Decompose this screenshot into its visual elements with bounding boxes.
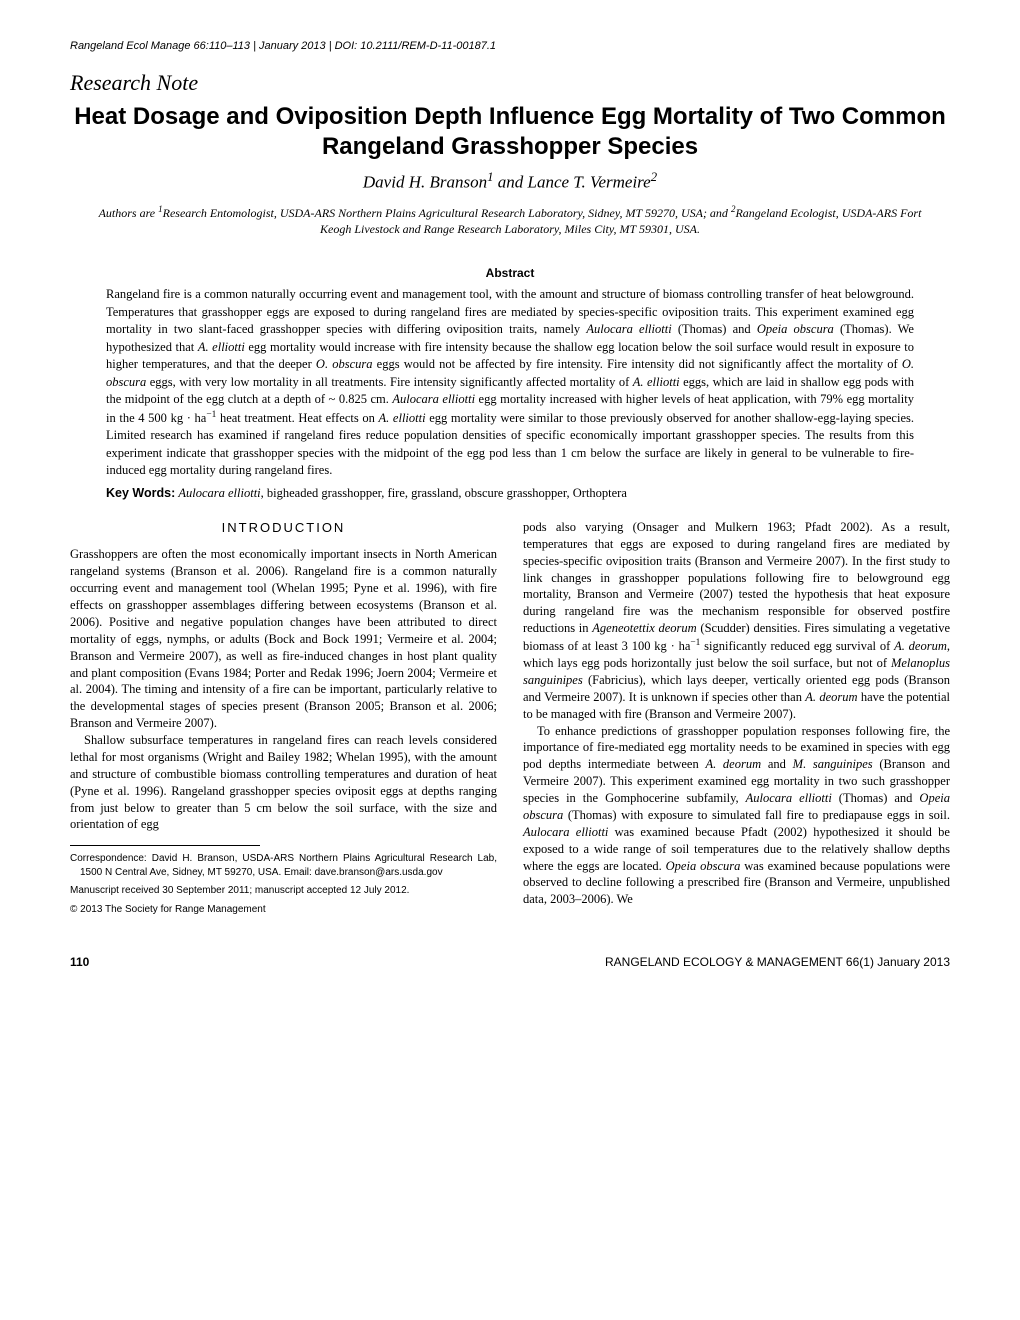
body-columns: INTRODUCTION Grasshoppers are often the … <box>70 519 950 921</box>
intro-paragraph-2: Shallow subsurface temperatures in range… <box>70 732 497 833</box>
keywords-label: Key Words: <box>106 486 175 500</box>
right-column: pods also varying (Onsager and Mulkern 1… <box>523 519 950 921</box>
citation-header: Rangeland Ecol Manage 66:110–113 | Janua… <box>70 40 950 52</box>
article-title: Heat Dosage and Oviposition Depth Influe… <box>70 102 950 162</box>
copyright: © 2013 The Society for Range Management <box>70 903 497 917</box>
abstract-heading: Abstract <box>106 266 914 280</box>
footnote-rule <box>70 845 260 846</box>
page-footer: 110 RANGELAND ECOLOGY & MANAGEMENT 66(1)… <box>70 955 950 969</box>
footnotes: Correspondence: David H. Branson, USDA-A… <box>70 852 497 916</box>
right-paragraph-2: To enhance predictions of grasshopper po… <box>523 723 950 909</box>
page-number: 110 <box>70 955 89 969</box>
keywords: Key Words: Aulocara elliotti, bigheaded … <box>106 486 914 501</box>
introduction-heading: INTRODUCTION <box>70 519 497 537</box>
right-paragraph-1: pods also varying (Onsager and Mulkern 1… <box>523 519 950 723</box>
correspondence: Correspondence: David H. Branson, USDA-A… <box>70 852 497 879</box>
left-column: INTRODUCTION Grasshoppers are often the … <box>70 519 497 921</box>
affiliations: Authors are 1Research Entomologist, USDA… <box>70 203 950 239</box>
abstract-text: Rangeland fire is a common naturally occ… <box>106 286 914 480</box>
section-type: Research Note <box>70 70 950 96</box>
journal-footer: RANGELAND ECOLOGY & MANAGEMENT 66(1) Jan… <box>605 955 950 969</box>
authors: David H. Branson1 and Lance T. Vermeire2 <box>70 170 950 193</box>
keywords-text: Aulocara elliotti, bigheaded grasshopper… <box>178 486 627 500</box>
abstract-block: Abstract Rangeland fire is a common natu… <box>70 266 950 501</box>
manuscript-dates: Manuscript received 30 September 2011; m… <box>70 884 497 898</box>
intro-paragraph-1: Grasshoppers are often the most economic… <box>70 546 497 732</box>
